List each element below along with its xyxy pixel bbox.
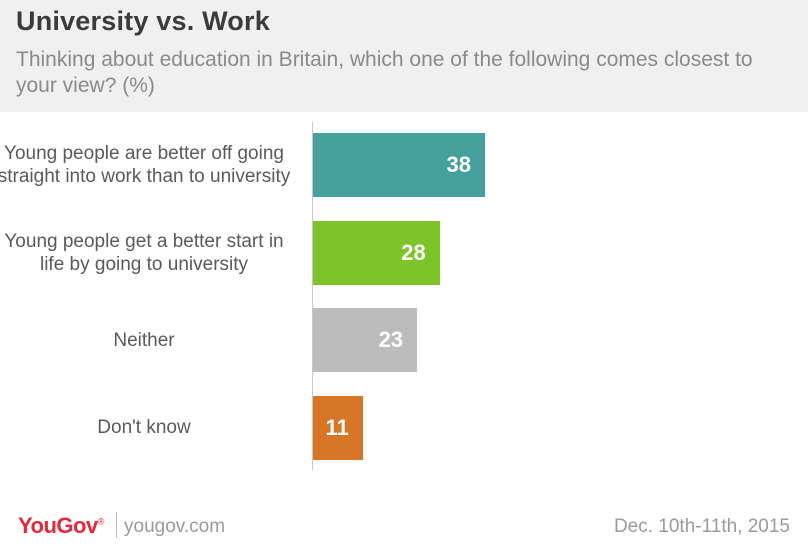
- footer-divider: [116, 512, 117, 538]
- bar-value-label: 23: [378, 327, 404, 352]
- bar: 38: [313, 133, 485, 197]
- category-label: Neither: [113, 329, 175, 351]
- yougov-logo: YouGov®: [18, 513, 104, 538]
- brand-text: YouGov: [18, 513, 98, 538]
- bar-value-label: 38: [446, 152, 471, 177]
- category-label: Don't know: [97, 417, 191, 438]
- bar: 28: [313, 220, 440, 285]
- category-label: Young people get a better start in life …: [4, 230, 284, 275]
- bar: 23: [313, 308, 418, 372]
- bar-value-label: 11: [325, 414, 349, 440]
- header: University vs. Work Thinking about educa…: [0, 0, 808, 112]
- y-axis-line: [312, 122, 313, 470]
- chart-title: University vs. Work: [16, 6, 270, 36]
- survey-date: Dec. 10th-11th, 2015: [613, 516, 790, 537]
- bar: 11: [313, 395, 363, 460]
- category-label: Young people are better off going straig…: [0, 143, 291, 187]
- chart-subtitle: Thinking about education in Britain, whi…: [16, 48, 753, 97]
- bar-value-label: 28: [401, 239, 426, 265]
- site-link[interactable]: yougov.com: [124, 516, 226, 537]
